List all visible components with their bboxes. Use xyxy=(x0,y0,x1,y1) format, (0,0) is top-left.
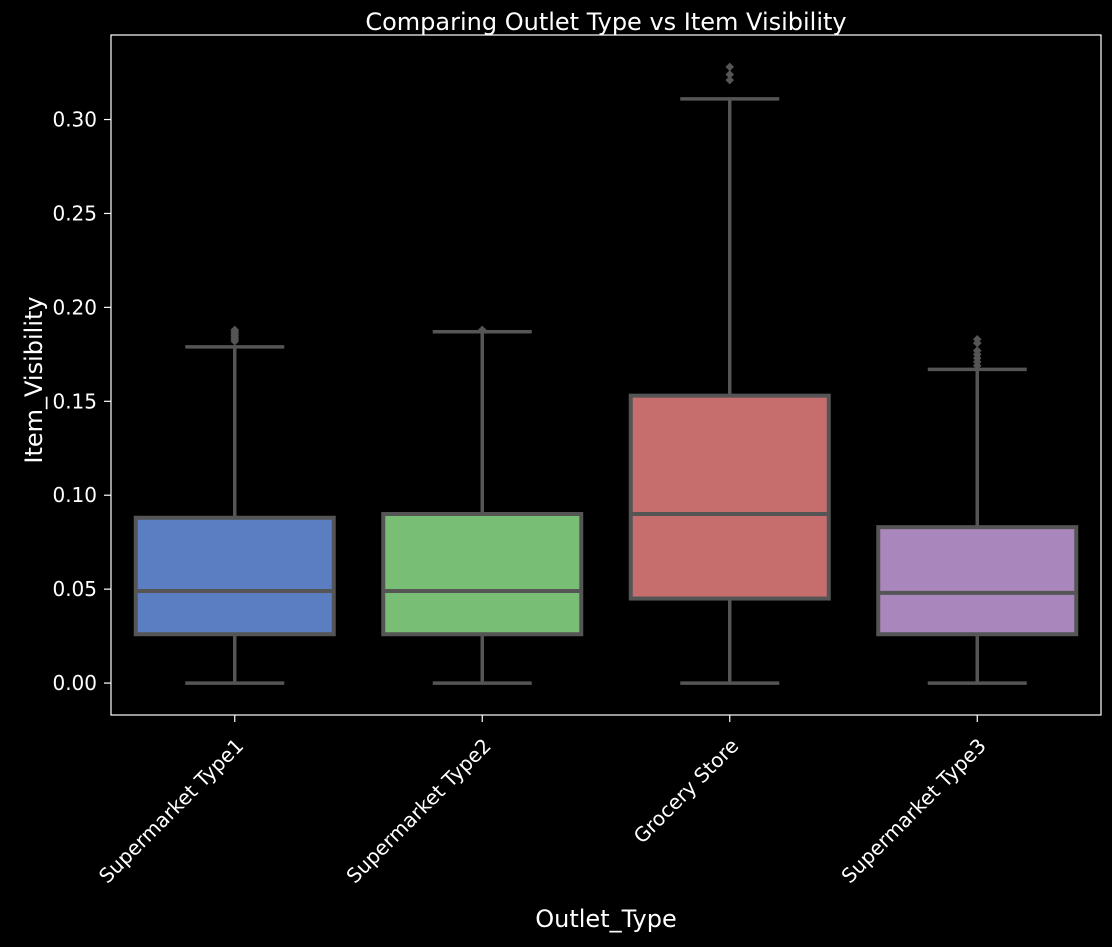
y-tick-label: 0.10 xyxy=(52,483,97,507)
box-iqr xyxy=(876,525,1079,637)
x-tick-label: Grocery Store xyxy=(629,734,744,849)
x-tick-label: Supermarket Type3 xyxy=(836,734,990,888)
box-iqr xyxy=(133,515,336,637)
outlier-point xyxy=(725,75,735,85)
outlier-point xyxy=(230,325,240,335)
outlier-point xyxy=(972,346,982,355)
y-tick-label: 0.00 xyxy=(52,671,97,695)
outlier-point xyxy=(477,325,487,335)
y-tick-label: 0.25 xyxy=(52,201,97,225)
outlier-point xyxy=(725,62,735,72)
box-iqr xyxy=(381,512,584,637)
y-tick-label: 0.30 xyxy=(52,108,97,132)
chart-title: Comparing Outlet Type vs Item Visibility xyxy=(365,8,846,36)
x-tick-label: Supermarket Type2 xyxy=(341,734,495,888)
box-iqr xyxy=(628,393,831,601)
y-tick-label: 0.20 xyxy=(52,295,97,319)
plot-area: 0.00 0.05 0.10 0.15 0.20 0.25 0.30 Supermarket … xyxy=(52,34,1102,888)
y-axis-label: Item_Visibility xyxy=(20,296,48,463)
outlier-point xyxy=(972,335,982,344)
y-tick-label: 0.15 xyxy=(52,389,97,413)
x-axis-label: Outlet_Type xyxy=(535,905,676,933)
y-tick-label: 0.05 xyxy=(52,577,97,601)
outlier-point xyxy=(725,70,735,79)
x-tick-label: Supermarket Type1 xyxy=(94,734,248,888)
axes-frame xyxy=(110,34,1102,716)
